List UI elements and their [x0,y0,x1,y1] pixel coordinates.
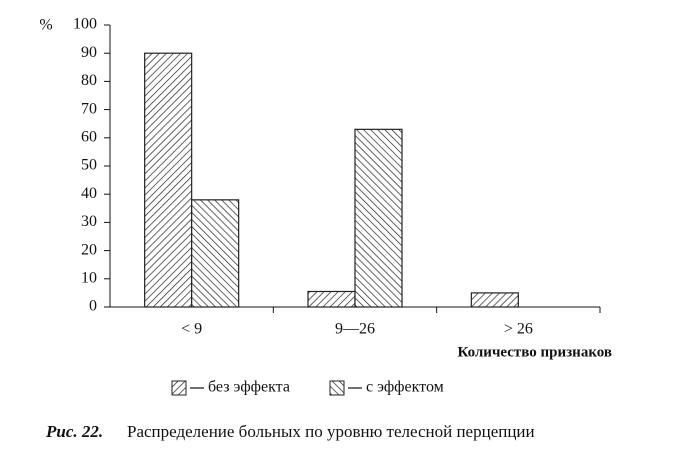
x-tick-label: < 9 [181,321,202,338]
bar [307,290,356,308]
legend-label: с эффектом [366,379,444,396]
bar [144,52,193,308]
x-axis-label: Количество признаков [457,344,612,360]
y-tick-label: 50 [81,157,97,174]
y-tick-label: 60 [81,128,97,145]
y-tick-label: 90 [81,44,97,61]
x-tick-label: 9—26 [335,321,375,338]
y-tick-label: 80 [81,72,97,89]
y-tick-label: 100 [73,16,97,33]
caption: Распределение больных по уровню телесной… [127,422,535,441]
y-tick-label: 40 [81,185,97,202]
y-tick-label: 30 [81,213,97,230]
y-tick-label: 10 [81,269,97,286]
legend-swatch [171,380,187,396]
legend-label: без эффекта [208,379,290,396]
y-unit: % [39,17,52,34]
legend-swatch [329,380,345,396]
bar [354,128,403,308]
y-tick-label: 70 [81,100,97,117]
y-tick-label: 0 [89,298,97,315]
x-tick-label: > 26 [504,321,533,338]
y-tick-label: 20 [81,241,97,258]
bar [191,199,240,308]
bar [470,292,519,308]
figure-label: Рис. 22. [45,422,103,441]
